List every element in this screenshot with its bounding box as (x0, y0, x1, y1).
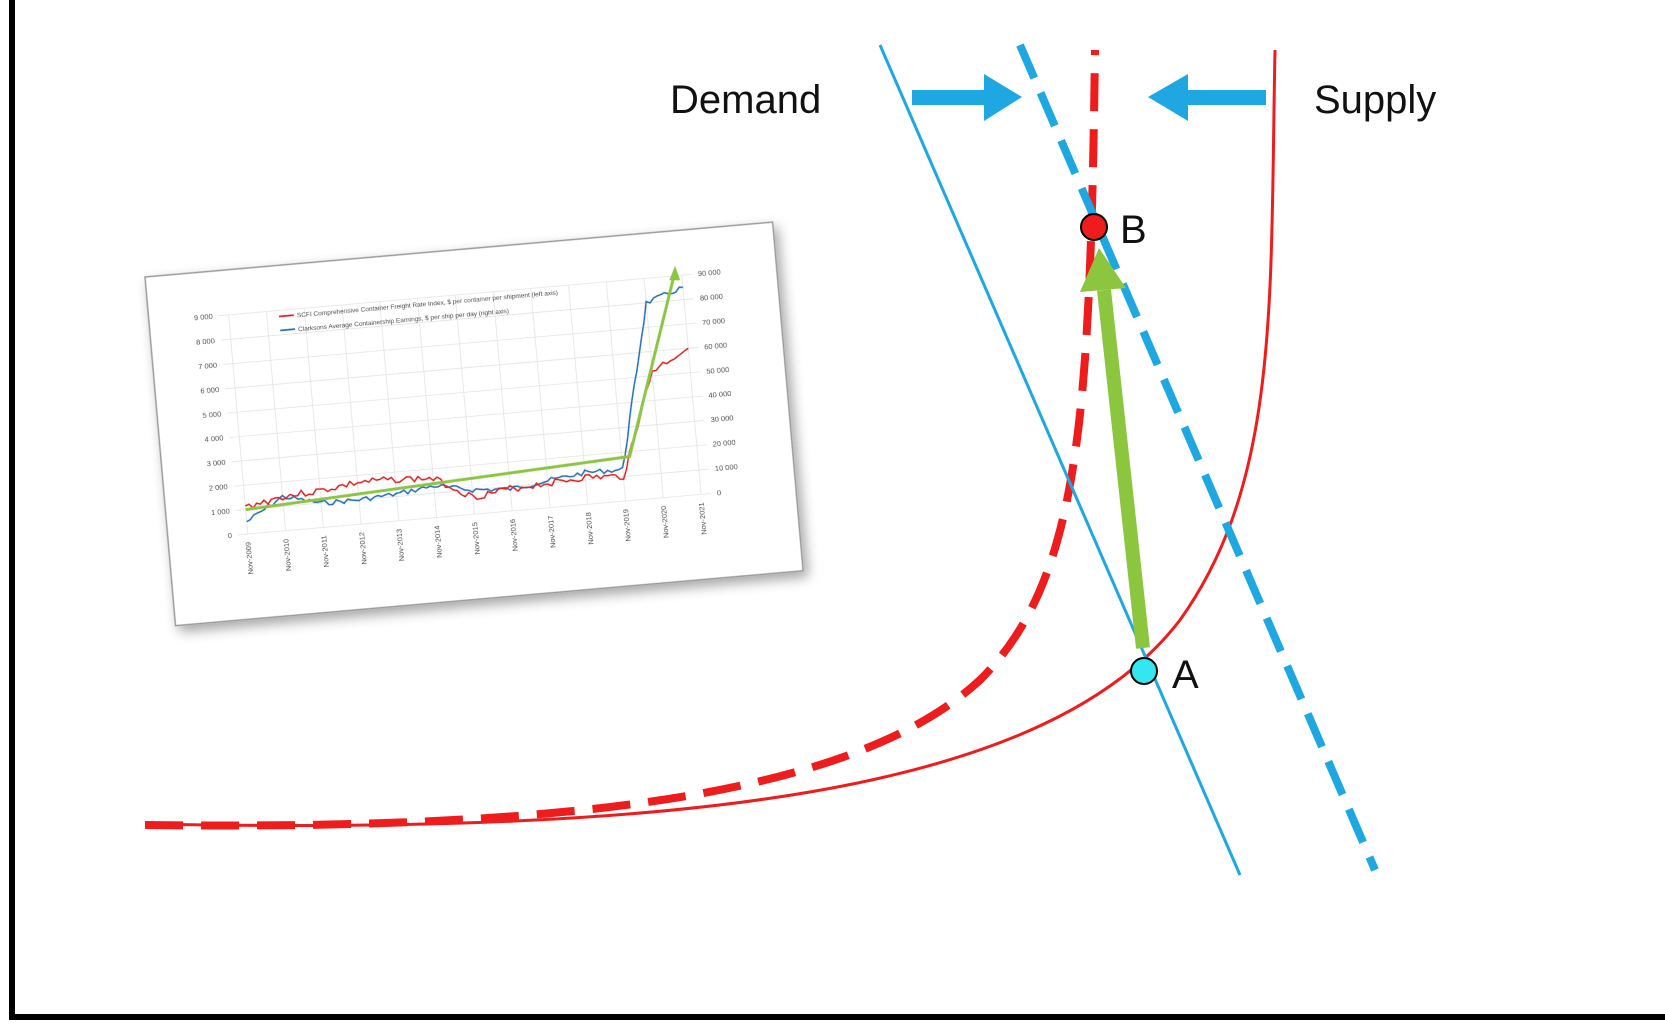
inset-trend-arrowhead (669, 265, 681, 281)
inset-right-tick-label: 60 000 (704, 340, 728, 351)
inset-right-tick-label: 0 (717, 488, 722, 497)
inset-right-tick-label: 10 000 (714, 462, 738, 473)
inset-gridline (303, 308, 324, 528)
inset-series-scfi (244, 347, 689, 510)
inset-gridline (568, 285, 589, 505)
point-a-marker (1130, 657, 1158, 685)
inset-left-tick-label: 9 000 (194, 312, 213, 323)
inset-left-tick-label: 4 000 (204, 434, 223, 445)
inset-gridline (237, 493, 712, 536)
inset-gridline (341, 304, 362, 525)
inset-x-tick-label: Nov-2021 (697, 502, 709, 535)
inset-right-tick-label: 30 000 (710, 413, 734, 424)
inset-gridline (643, 278, 664, 498)
inset-gridline (379, 301, 400, 521)
inset-x-tick-label: Nov-2010 (281, 538, 293, 571)
inset-left-tick-label: 2 000 (208, 482, 227, 493)
demand-line-shifted (1016, 43, 1379, 872)
inset-gridline (605, 281, 626, 502)
inset-x-tick-label: Nov-2019 (621, 509, 633, 542)
point-a-label: A (1172, 653, 1199, 697)
inset-left-tick-label: 1 000 (211, 507, 230, 518)
point-b-label: B (1120, 208, 1147, 252)
inset-gridline (265, 311, 286, 531)
inset-legend-swatch (280, 328, 296, 332)
inset-left-tick-label: 6 000 (200, 385, 219, 396)
inset-x-tick-label: Nov-2018 (583, 512, 595, 545)
inset-x-tick-label: Nov-2011 (319, 535, 331, 568)
equilibrium-shift-arrow (1080, 248, 1150, 649)
inset-right-tick-label: 70 000 (702, 316, 726, 327)
inset-left-tick-label: 0 (227, 531, 232, 540)
supply-label: Supply (1314, 78, 1436, 122)
inset-x-tick-label: Nov-2013 (395, 528, 407, 561)
inset-gridline (228, 314, 249, 535)
inset-right-tick-label: 80 000 (700, 292, 724, 303)
inset-x-tick-label: Nov-2017 (546, 515, 558, 548)
inset-right-tick-label: 40 000 (708, 389, 732, 400)
inset-legend-swatch (278, 314, 294, 318)
demand-label: Demand (670, 78, 821, 122)
demand-shift-arrow (912, 74, 1022, 121)
inset-left-tick-label: 5 000 (202, 409, 221, 420)
inset-series-clarksons (246, 286, 683, 523)
demand-line-original (878, 44, 1242, 876)
inset-chart-card: 9 000 90 000 8 000 80 000 7 000 70 000 6 000 60… (144, 221, 804, 627)
inset-x-tick-label: Nov-2020 (659, 505, 671, 538)
inset-gridline (681, 275, 702, 495)
point-b-marker (1080, 213, 1108, 241)
inset-right-tick-label: 20 000 (712, 438, 736, 449)
inset-left-tick-label: 8 000 (196, 336, 215, 347)
inset-x-tick-label: Nov-2014 (432, 525, 444, 558)
inset-right-tick-label: 50 000 (706, 365, 730, 376)
inset-left-tick-label: 3 000 (206, 458, 225, 469)
inset-x-tick-label: Nov-2009 (244, 542, 256, 575)
supply-shift-arrow (1148, 74, 1266, 121)
inset-x-tick-label: Nov-2015 (470, 522, 482, 555)
inset-x-tick-label: Nov-2016 (508, 519, 520, 552)
inset-gridline (530, 288, 551, 508)
inset-x-tick-label: Nov-2012 (357, 532, 369, 565)
inset-left-tick-label: 7 000 (198, 360, 217, 371)
supply-curve-shifted (144, 49, 1099, 830)
inset-trend-arrow (245, 275, 676, 512)
inset-right-tick-label: 90 000 (697, 267, 721, 278)
